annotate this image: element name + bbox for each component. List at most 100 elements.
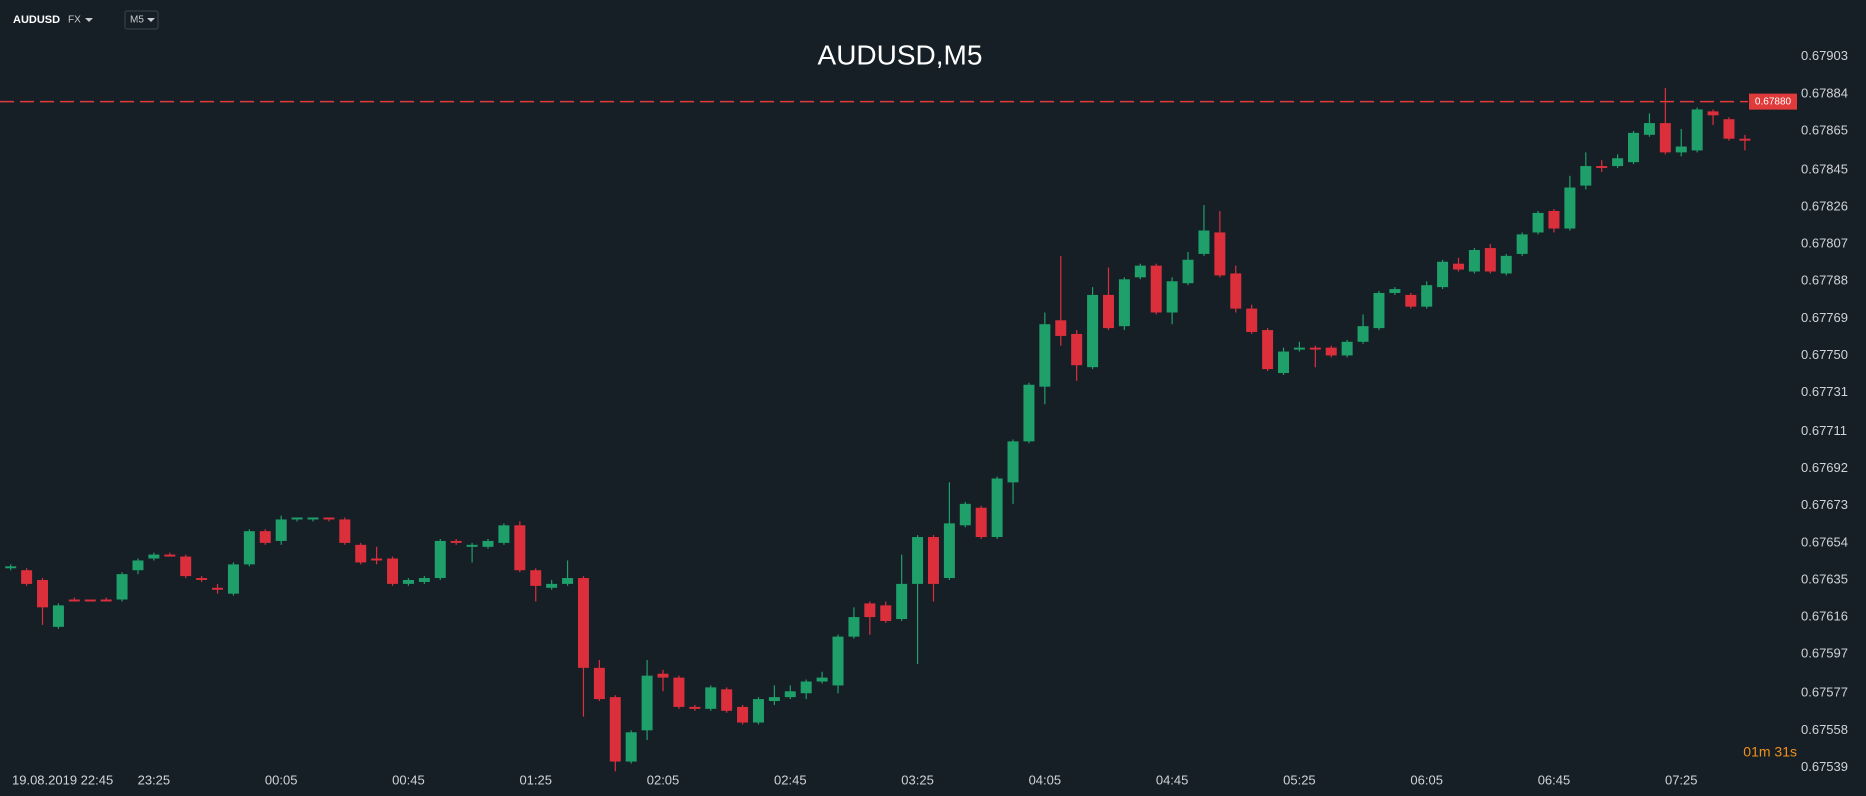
- y-tick-label: 0.67654: [1801, 534, 1848, 549]
- candle-body: [1214, 232, 1226, 276]
- candle-body: [1628, 132, 1640, 163]
- candle-body: [1166, 281, 1178, 313]
- candle-body: [387, 558, 399, 584]
- candle-body: [1150, 265, 1162, 313]
- candle-body: [689, 706, 701, 709]
- candle-body: [84, 599, 96, 602]
- candle-body: [927, 537, 939, 584]
- dropdown-arrow[interactable]: [147, 18, 155, 22]
- candle-body: [609, 697, 621, 762]
- candle-body: [530, 570, 542, 586]
- chart-title: AUDUSD,M5: [818, 39, 983, 70]
- candle-body: [943, 523, 955, 579]
- candle-body: [1246, 308, 1258, 333]
- candle-body: [800, 681, 812, 694]
- candle-body: [864, 603, 876, 618]
- candle-body: [180, 556, 192, 577]
- dropdown-arrow[interactable]: [85, 18, 93, 22]
- candle-body: [1134, 265, 1146, 278]
- candle-body: [1087, 294, 1099, 368]
- candle-body: [975, 507, 987, 538]
- x-tick-label: 04:05: [1029, 772, 1062, 787]
- candle-body: [227, 564, 239, 594]
- y-tick-label: 0.67769: [1801, 310, 1848, 325]
- candle-body: [625, 732, 637, 762]
- candle-body: [482, 540, 494, 547]
- candle-body: [1198, 230, 1210, 254]
- candle-body: [371, 558, 383, 561]
- candle-body: [434, 540, 446, 579]
- candle-body: [1516, 234, 1528, 254]
- x-tick-label: 04:45: [1156, 772, 1189, 787]
- candle-body: [466, 544, 478, 547]
- candle-body: [1389, 289, 1401, 293]
- x-tick-label: 06:05: [1410, 772, 1443, 787]
- candle-body: [514, 525, 526, 571]
- candle-body: [100, 599, 112, 602]
- candle-body: [1548, 210, 1560, 229]
- candle-body: [816, 677, 828, 682]
- candle-body: [1739, 138, 1751, 141]
- candle-body: [959, 503, 971, 526]
- candle-body: [1564, 187, 1576, 229]
- candle-body: [1182, 259, 1194, 284]
- y-tick-label: 0.67865: [1801, 122, 1848, 137]
- candle-body: [275, 519, 287, 541]
- candle-body: [1484, 248, 1496, 272]
- x-tick-label: 02:45: [774, 772, 807, 787]
- candle-body: [832, 636, 844, 686]
- y-tick-label: 0.67826: [1801, 198, 1848, 213]
- candle-body: [880, 605, 892, 621]
- candle-body: [1293, 347, 1305, 350]
- candle-body: [721, 689, 733, 711]
- candle-body: [1723, 119, 1735, 139]
- candle-body: [1453, 263, 1465, 270]
- candle-body: [1023, 384, 1035, 442]
- y-tick-label: 0.67635: [1801, 571, 1848, 586]
- candle-body: [52, 605, 64, 627]
- candle-body: [1421, 285, 1433, 307]
- x-tick-label: 06:45: [1538, 772, 1571, 787]
- candle-body: [896, 583, 908, 620]
- candle-body: [1612, 158, 1624, 167]
- y-tick-label: 0.67539: [1801, 759, 1848, 774]
- candle-body: [657, 673, 669, 678]
- candle-body: [1532, 212, 1544, 233]
- candle-body: [912, 537, 924, 584]
- y-tick-label: 0.67788: [1801, 273, 1848, 288]
- candle-body: [196, 578, 208, 580]
- candle-body: [641, 675, 653, 731]
- timeframe[interactable]: M5: [130, 15, 144, 26]
- y-tick-label: 0.67750: [1801, 347, 1848, 362]
- y-tick-label: 0.67673: [1801, 497, 1848, 512]
- y-tick-label: 0.67577: [1801, 685, 1848, 700]
- candle-body: [1691, 109, 1703, 151]
- candle-body: [418, 578, 430, 582]
- candle-body: [1055, 320, 1067, 336]
- x-tick-label: 05:25: [1283, 772, 1316, 787]
- candle-body: [752, 699, 764, 723]
- y-tick-label: 0.67597: [1801, 646, 1848, 661]
- candle-body: [1039, 324, 1051, 387]
- x-tick-label: 07:25: [1665, 772, 1698, 787]
- x-tick-label: 19.08.2019 22:45: [12, 772, 113, 787]
- candle-body: [546, 583, 558, 588]
- x-tick-label: 02:05: [647, 772, 680, 787]
- market[interactable]: FX: [68, 15, 81, 26]
- timeframe-box[interactable]: [124, 10, 159, 30]
- candle-body: [291, 517, 303, 520]
- candle-body: [450, 540, 462, 543]
- y-tick-label: 0.67558: [1801, 722, 1848, 737]
- candle-body: [1596, 166, 1608, 169]
- candle-body: [1325, 347, 1337, 356]
- candle-body: [339, 519, 351, 543]
- candle-body: [116, 574, 128, 600]
- symbol[interactable]: AUDUSD: [13, 14, 60, 26]
- candle-body: [323, 517, 335, 520]
- candle-body: [5, 566, 17, 569]
- candle-body: [768, 697, 780, 702]
- y-tick-label: 0.67711: [1801, 423, 1847, 438]
- x-tick-label: 01:25: [519, 772, 552, 787]
